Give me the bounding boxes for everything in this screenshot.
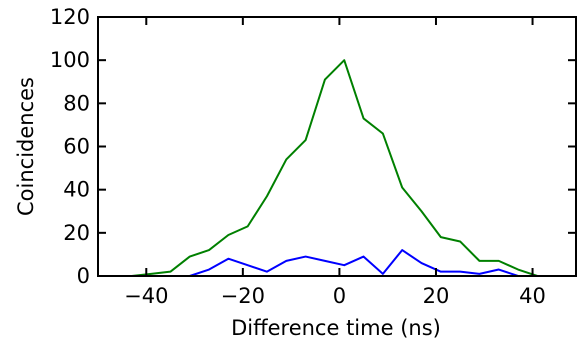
x-tick-label: −20: [221, 284, 265, 308]
y-tick-label: 20: [63, 221, 90, 245]
series-line-1: [98, 59, 576, 276]
x-tick-label: 0: [333, 284, 346, 308]
x-tick-label: −40: [124, 284, 168, 308]
y-tick-label: 80: [63, 91, 90, 115]
series-line-2: [98, 249, 576, 276]
y-tick-label: 100: [50, 48, 90, 72]
tick-labels-group: −40 −20 0 20 40 0 20 40 60 80 100 120: [50, 5, 546, 308]
x-axis-title: Difference time (ns): [231, 316, 441, 340]
plot-frame: [97, 16, 577, 277]
y-tick-label: 40: [63, 178, 90, 202]
y-tick-label: 60: [63, 135, 90, 159]
plot-series-group: [98, 59, 576, 276]
x-tick-label: 20: [423, 284, 450, 308]
y-tick-label: 120: [50, 5, 90, 29]
y-tick-label: 0: [77, 264, 90, 288]
y-axis-title: Coincidences: [14, 77, 38, 216]
axis-ticks-group: [98, 16, 576, 277]
x-tick-label: 40: [519, 284, 546, 308]
